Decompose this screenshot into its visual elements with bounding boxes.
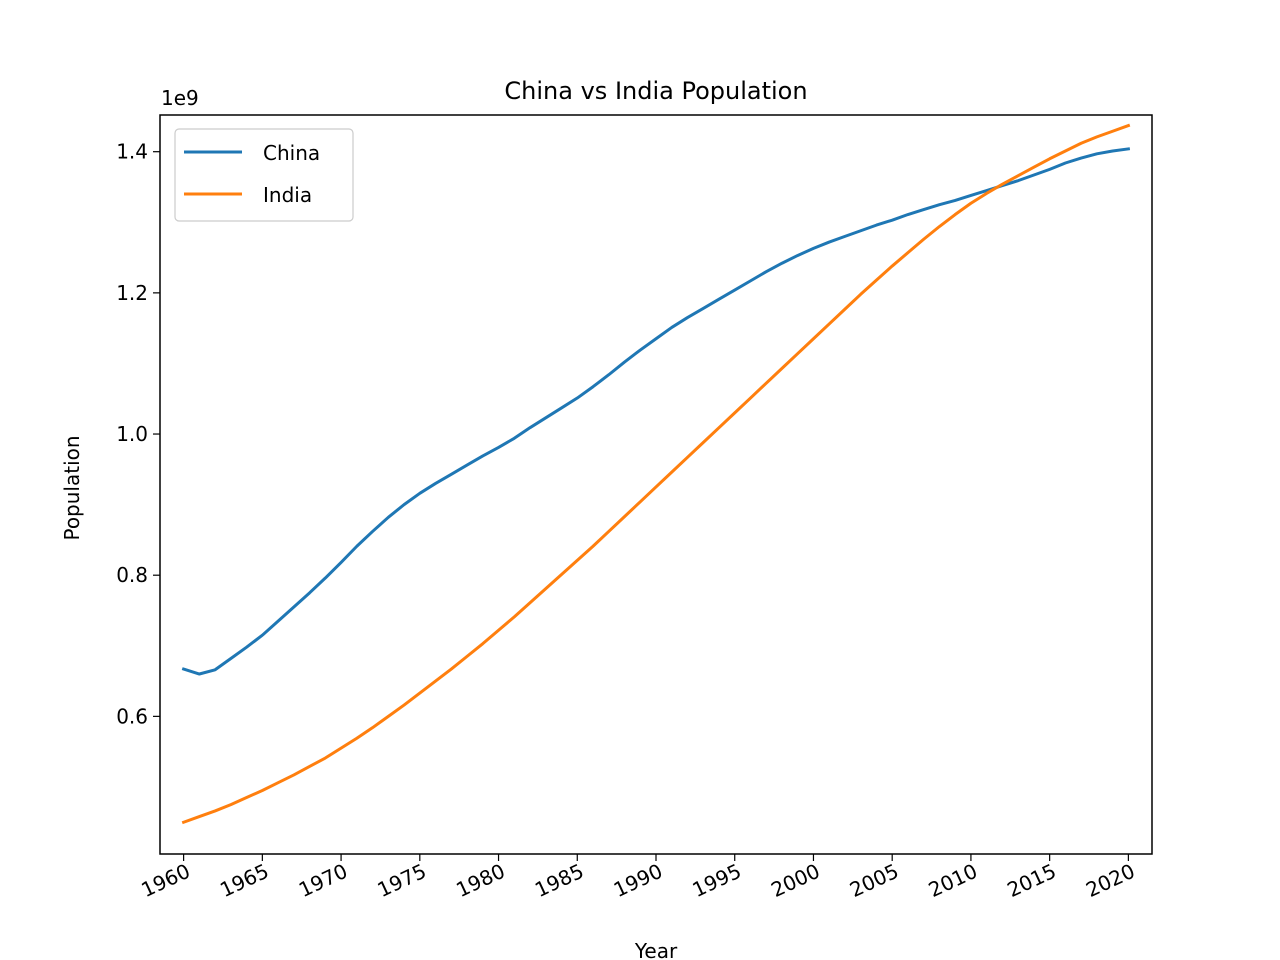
y-tick-label: 1.0 [116,422,148,446]
series-line-india [181,123,1131,825]
y-axis: 0.6 0.8 1.0 1.2 1.4 [116,140,160,728]
y-tick-label: 1.2 [116,281,148,305]
y-tick-label: 0.8 [116,563,148,587]
legend-label-china: China [263,141,320,165]
series-layer [181,123,1131,825]
y-axis-label: Population [60,435,84,540]
chart-title: China vs India Population [504,77,807,105]
x-axis-label: Year [634,939,678,960]
y-tick-label: 0.6 [116,704,148,728]
y-axis-offset-label: 1e9 [161,86,199,110]
legend: China India [174,128,354,222]
y-tick-label: 1.4 [116,140,148,164]
legend-label-india: India [263,183,312,207]
series-line-china [181,147,1131,676]
